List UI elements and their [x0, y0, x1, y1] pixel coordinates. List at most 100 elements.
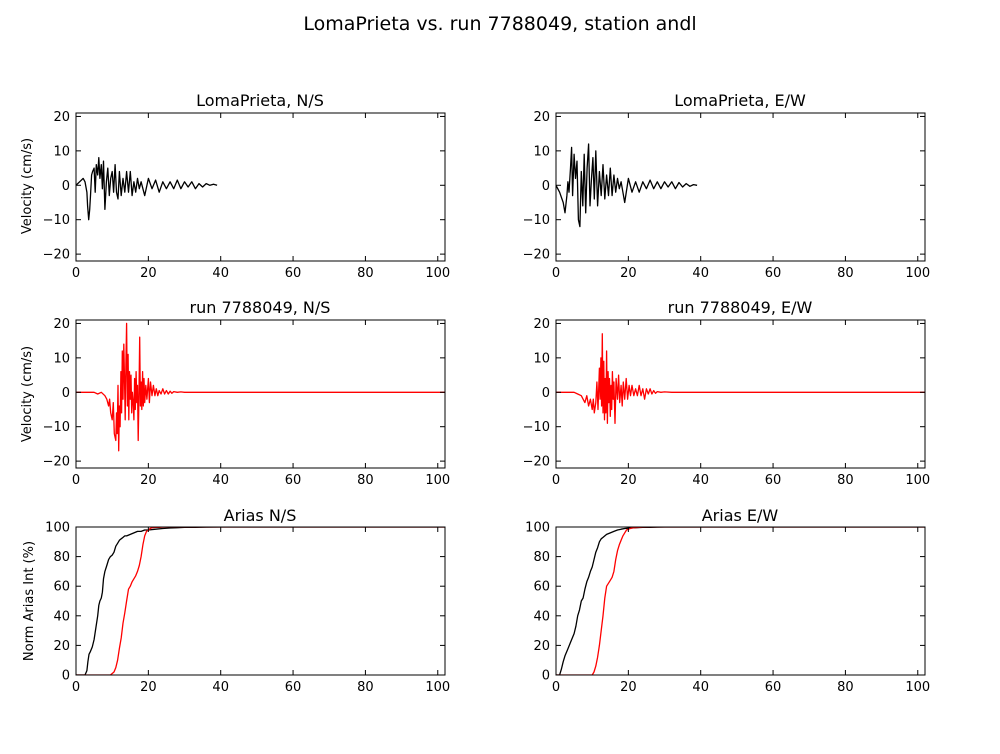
x-tick-label: 80 [357, 680, 374, 695]
subplot-title: Arias N/S [224, 506, 297, 525]
x-tick-label: 60 [765, 680, 782, 695]
y-tick-label: 20 [53, 110, 70, 125]
subplot-title: Arias E/W [702, 506, 779, 525]
y-tick-label: 20 [53, 317, 70, 332]
series-line [556, 333, 925, 424]
y-tick-label: 100 [525, 521, 550, 536]
x-tick-label: 0 [72, 473, 80, 488]
y-tick-label: 0 [542, 179, 550, 194]
x-tick-label: 60 [285, 473, 302, 488]
series-line [76, 527, 445, 675]
series-line [556, 527, 925, 675]
plot-area-p4: 0 20 40 60 80 100 −20 −10 0 10 20 [523, 317, 931, 488]
x-tick-label: 0 [552, 680, 560, 695]
x-tick-label: 20 [620, 266, 637, 281]
x-tick-label: 20 [620, 680, 637, 695]
x-tick-label: 20 [140, 680, 157, 695]
x-tick-label: 80 [837, 680, 854, 695]
series-line [556, 527, 925, 675]
x-tick-label: 100 [905, 266, 930, 281]
y-tick-label: −20 [523, 248, 550, 263]
y-tick-label: 0 [62, 179, 70, 194]
y-tick-label: 20 [533, 110, 550, 125]
y-axis-label: Norm Arias Int (%) [22, 541, 37, 661]
series-line [76, 157, 218, 221]
x-tick-label: 40 [692, 680, 709, 695]
subplot-arias-ns: Arias N/S Norm Arias Int (%) [22, 506, 296, 661]
x-tick-label: 80 [837, 266, 854, 281]
y-tick-label: −20 [43, 455, 70, 470]
y-tick-label: 10 [53, 351, 70, 366]
subplot-lomaprieta-ns: LomaPrieta, N/S Velocity (cm/s) [20, 91, 324, 234]
plot-area-p5: 0 20 40 60 80 100 0 20 40 60 80 100 [45, 521, 450, 696]
x-tick-label: 100 [425, 473, 450, 488]
y-tick-label: 40 [53, 609, 70, 624]
y-tick-label: −20 [43, 248, 70, 263]
x-tick-label: 40 [212, 266, 229, 281]
y-tick-label: 40 [533, 609, 550, 624]
y-axis-label: Velocity (cm/s) [20, 138, 35, 234]
y-tick-label: 80 [533, 550, 550, 565]
series-line [76, 527, 445, 675]
axes-frame [555, 112, 926, 262]
x-tick-label: 60 [285, 680, 302, 695]
x-tick-label: 20 [620, 473, 637, 488]
x-tick-label: 40 [692, 473, 709, 488]
subplot-title: run 7788049, E/W [668, 298, 813, 317]
axes-frame [75, 319, 446, 469]
y-tick-label: 0 [62, 669, 70, 684]
subplot-arias-ew: Arias E/W [702, 506, 779, 525]
subplot-run-ew: run 7788049, E/W [668, 298, 813, 317]
x-tick-label: 60 [285, 266, 302, 281]
subplot-title: LomaPrieta, E/W [674, 91, 806, 110]
y-tick-label: −20 [523, 455, 550, 470]
axes-frame [555, 526, 926, 676]
y-tick-label: 60 [533, 580, 550, 595]
x-tick-label: 100 [905, 680, 930, 695]
x-tick-label: 0 [72, 680, 80, 695]
x-tick-label: 40 [692, 266, 709, 281]
x-tick-label: 20 [140, 473, 157, 488]
x-tick-label: 0 [72, 266, 80, 281]
y-tick-label: 0 [62, 386, 70, 401]
plot-area-p2: 0 20 40 60 80 100 −20 −10 0 10 20 [523, 110, 931, 281]
x-tick-label: 80 [357, 266, 374, 281]
figure-title: LomaPrieta vs. run 7788049, station andl [303, 13, 696, 35]
y-tick-label: 10 [533, 144, 550, 159]
axes-frame [75, 112, 446, 262]
y-axis-label: Velocity (cm/s) [20, 346, 35, 442]
y-tick-label: 60 [53, 580, 70, 595]
y-tick-label: −10 [523, 420, 550, 435]
subplot-title: run 7788049, N/S [190, 298, 331, 317]
y-tick-label: 20 [533, 317, 550, 332]
y-tick-label: −10 [43, 420, 70, 435]
y-tick-label: 0 [542, 669, 550, 684]
y-tick-label: 80 [53, 550, 70, 565]
x-tick-label: 20 [140, 266, 157, 281]
series-line [76, 322, 445, 452]
subplot-run-ns: run 7788049, N/S Velocity (cm/s) [20, 298, 330, 442]
y-tick-label: 20 [533, 639, 550, 654]
x-tick-label: 60 [765, 266, 782, 281]
x-tick-label: 80 [837, 473, 854, 488]
y-tick-label: 10 [533, 351, 550, 366]
x-tick-label: 0 [552, 266, 560, 281]
y-tick-label: 10 [53, 144, 70, 159]
x-tick-label: 100 [425, 680, 450, 695]
plot-area-p1: 0 20 40 60 80 100 −20 −10 0 10 20 [43, 110, 451, 281]
x-tick-label: 60 [765, 473, 782, 488]
plot-area-p6: 0 20 40 60 80 100 0 20 40 60 80 100 [525, 521, 930, 696]
y-tick-label: −10 [43, 213, 70, 228]
subplot-lomaprieta-ew: LomaPrieta, E/W [674, 91, 806, 110]
y-tick-label: 100 [45, 521, 70, 536]
subplot-title: LomaPrieta, N/S [196, 91, 324, 110]
x-tick-label: 40 [212, 473, 229, 488]
x-tick-label: 0 [552, 473, 560, 488]
series-line [556, 143, 698, 228]
axes-frame [555, 319, 926, 469]
y-tick-label: 20 [53, 639, 70, 654]
x-tick-label: 100 [905, 473, 930, 488]
x-tick-label: 80 [357, 473, 374, 488]
y-tick-label: 0 [542, 386, 550, 401]
